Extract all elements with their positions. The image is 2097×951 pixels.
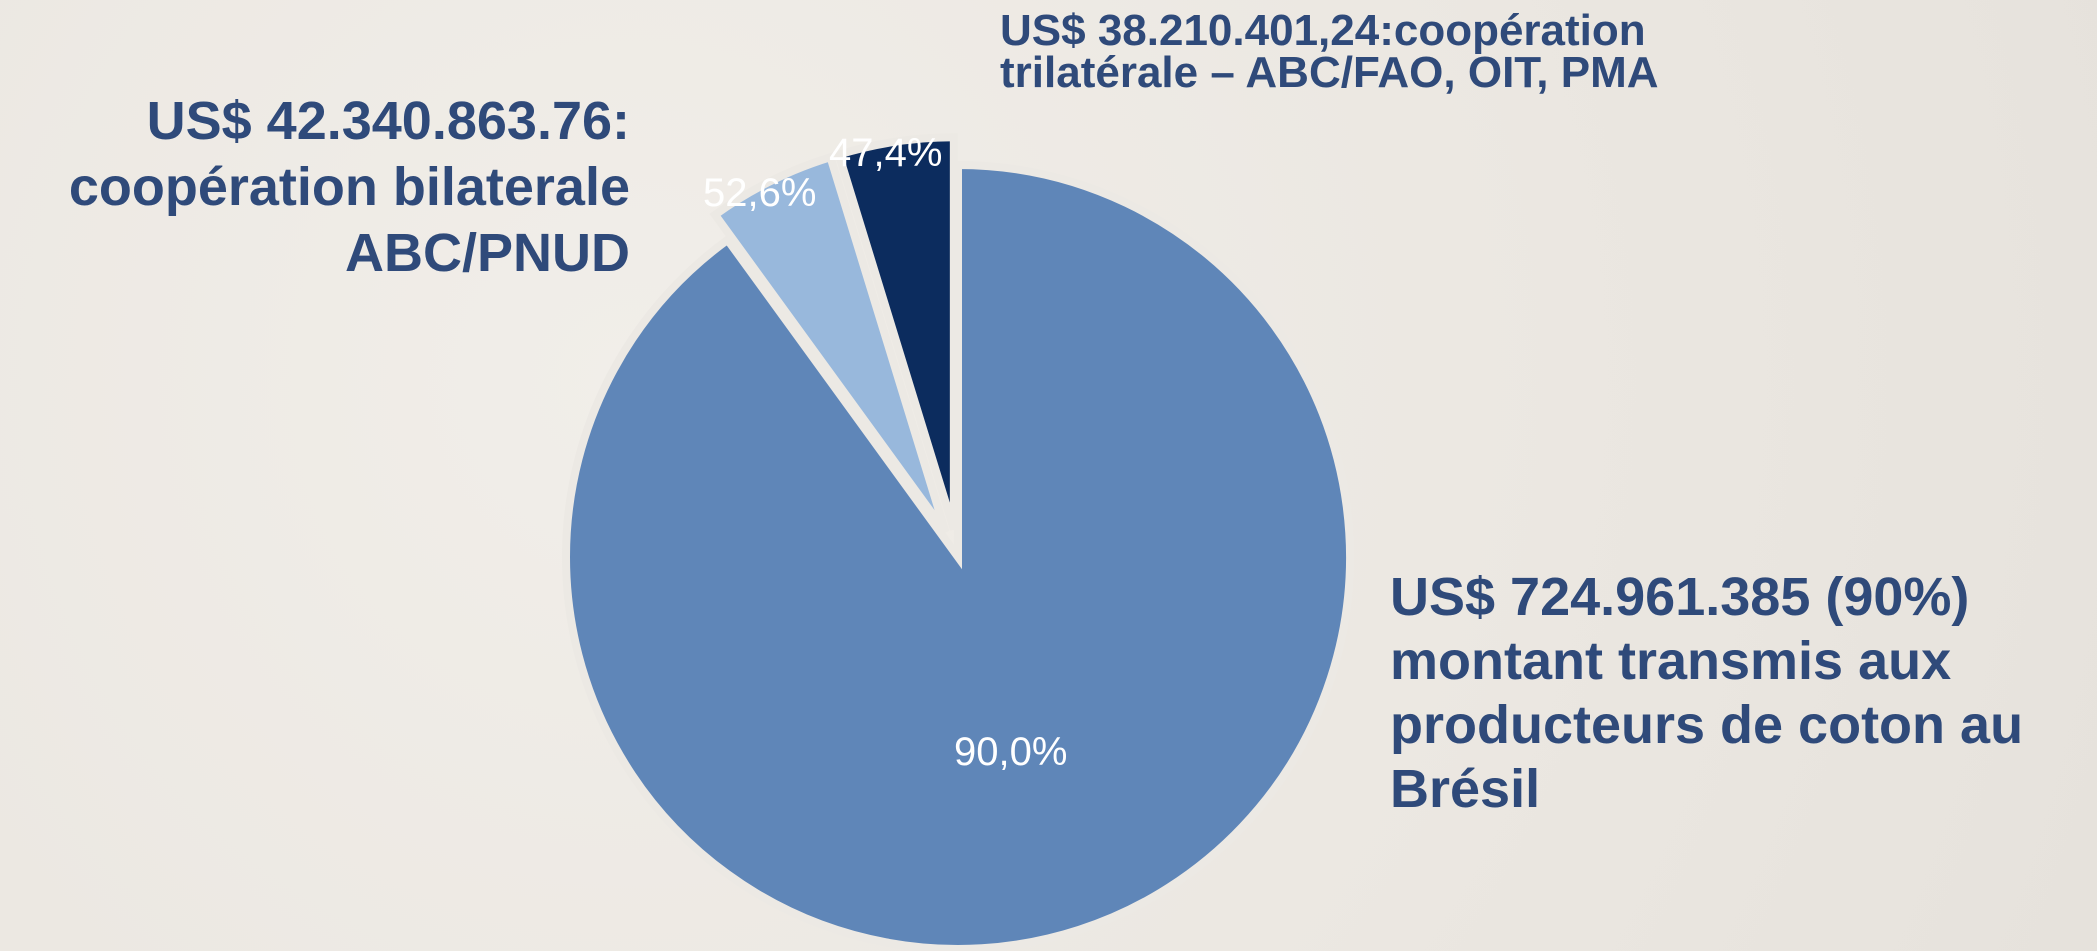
producers-label-line-3: producteurs de coton au xyxy=(1390,695,2024,755)
slice-data-label-trilateral: 47,4% xyxy=(829,131,943,175)
producers-label-line-4: Brésil xyxy=(1390,759,1541,819)
pie-slice-bilateral xyxy=(709,152,950,535)
pie-slice-producers xyxy=(562,160,1354,951)
bilateral-label-line-2: coopération bilaterale xyxy=(68,157,630,217)
producers-label-line-2: montant transmis aux xyxy=(1390,631,1952,691)
trilateral-cooperation-label: US$ 38.210.401,24:coopération trilatéral… xyxy=(1000,6,1720,97)
bilateral-cooperation-label: US$ 42.340.863.76: coopération bilateral… xyxy=(0,88,630,286)
pie-slice-trilateral xyxy=(833,133,958,531)
bilateral-label-line-1: US$ 42.340.863.76: xyxy=(146,91,630,151)
slice-data-label-bilateral: 52,6% xyxy=(703,171,817,215)
trilateral-label-line-2: trilatérale – ABC/FAO, OIT, PMA xyxy=(1000,48,1659,97)
bilateral-label-line-3: ABC/PNUD xyxy=(344,223,630,283)
cotton-producers-label: US$ 724.961.385 (90%) montant transmis a… xyxy=(1390,565,2090,821)
slice-data-label-producers: 90,0% xyxy=(954,730,1068,774)
trilateral-label-line-1: US$ 38.210.401,24:coopération xyxy=(1000,6,1646,55)
producers-label-line-1: US$ 724.961.385 (90%) xyxy=(1390,567,1970,627)
